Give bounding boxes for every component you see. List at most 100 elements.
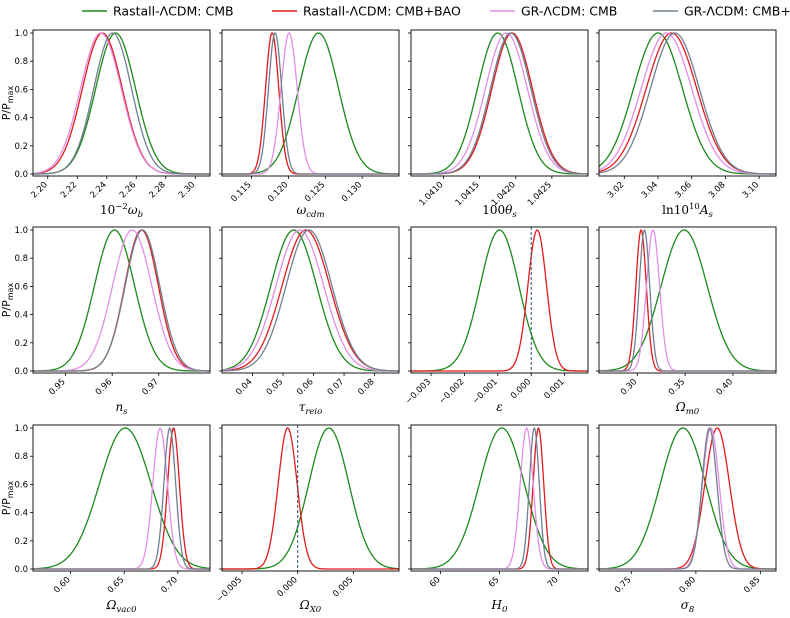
curve-rastall-cdm-cmb-bao: [599, 32, 776, 175]
y-axis-label: P/Pmax: [0, 481, 15, 516]
x-axis-label: 10−2ωb: [100, 202, 143, 220]
legend-item-gr-cdm-cmb-bao: GR-ΛCDM: CMB+BAO: [653, 4, 790, 19]
curve-rastall-cdm-cmb-bao: [599, 427, 776, 570]
panels-grid: 0.0 0.2 0.4 0.6 0.8 1.0 2.20 2.22 2.24 2.26 2.28 2.…: [14, 29, 777, 615]
x-tick-label: 0.000: [509, 377, 533, 401]
x-tick-label: 0.06: [295, 377, 315, 397]
y-tick-label: 0.8: [14, 57, 28, 67]
curve-gr-cdm-cmb-bao: [411, 426, 588, 570]
y-tick-label: 0.8: [14, 254, 28, 264]
x-tick-label: 2.20: [29, 180, 49, 200]
curve-gr-cdm-cmb-bao: [599, 229, 776, 372]
panel-cdm: 0.115 0.120 0.125 0.130 ωcdm: [219, 29, 400, 220]
y-axis-label: P/Pmax: [0, 283, 15, 318]
x-tick-label: 70: [546, 575, 561, 590]
x-axis-label: Ωm0: [675, 400, 700, 417]
curve-rastall-cdm-cmb: [33, 32, 210, 175]
panel-reio: 0.04 0.05 0.06 0.07 0.08 τreio: [219, 226, 400, 417]
curve-rastall-cdm-cmb: [222, 427, 399, 570]
curves: [222, 229, 399, 372]
panel-ln10-a-s: 3.02 3.04 3.06 3.08 3.10 ln1010As: [596, 29, 777, 220]
x-tick-label: 0.65: [106, 575, 126, 595]
curve-rastall-cdm-cmb: [411, 427, 588, 570]
panel-frame: [32, 226, 211, 374]
x-tick-label: 0.85: [742, 575, 762, 595]
panel-vac0: 0.0 0.2 0.4 0.6 0.8 1.0 0.60 0.65 0.70 Ωvac0: [14, 424, 211, 615]
panel-frame: [598, 226, 777, 374]
curves: [33, 427, 210, 570]
y-tick-label: 1.0: [14, 226, 28, 236]
x-tick-label: −0.002: [437, 377, 466, 406]
x-tick-label: 0.120: [266, 180, 290, 204]
curves: [411, 32, 588, 175]
y-tick-label: 1.0: [14, 29, 28, 39]
x-axis-label: ln1010As: [662, 202, 713, 220]
panel-10-b: 0.0 0.2 0.4 0.6 0.8 1.0 2.20 2.22 2.24 2.26 2.28 2.…: [14, 29, 211, 220]
y-tick-label: 0.2: [14, 339, 28, 349]
x-tick-label: −0.003: [404, 377, 433, 406]
panel-frame: [410, 226, 589, 374]
legend-label: GR-ΛCDM: CMB: [521, 4, 617, 19]
curve-rastall-cdm-cmb-bao: [33, 427, 210, 570]
curve-gr-cdm-cmb-bao: [222, 229, 399, 372]
curve-rastall-cdm-cmb: [222, 32, 399, 175]
panel-m0: 0.30 0.35 0.40 Ωm0: [596, 226, 777, 417]
x-tick-label: 0.40: [715, 377, 735, 397]
x-tick-label: 0.08: [356, 377, 376, 397]
y-tick-label: 0.2: [14, 537, 28, 547]
curve-gr-cdm-cmb-bao: [222, 31, 399, 175]
legend-item-gr-cdm-cmb: GR-ΛCDM: CMB: [490, 4, 617, 19]
x-tick-label: 0.000: [276, 575, 300, 599]
x-axis-label: τreio: [299, 400, 323, 417]
panel-frame: [598, 424, 777, 572]
panel-frame: [221, 226, 400, 374]
x-tick-label: 1.0415: [454, 180, 482, 208]
curve-rastall-cdm-cmb: [222, 229, 399, 372]
curves: [411, 426, 588, 570]
curve-rastall-cdm-cmb-bao: [33, 32, 210, 175]
y-tick-label: 1.0: [14, 424, 28, 434]
y-tick-label: 0.6: [14, 480, 28, 490]
y-tick-label: 0.4: [14, 509, 28, 519]
curve-rastall-cdm-cmb: [411, 229, 588, 372]
panel-frame: [221, 424, 400, 572]
x-axis-label: ΩX0: [299, 598, 322, 615]
y-tick-label: 0.8: [14, 452, 28, 462]
curves: [411, 229, 588, 372]
curve-gr-cdm-cmb-bao: [411, 32, 588, 175]
x-tick-label: 0.35: [667, 377, 687, 397]
panel-frame: [32, 29, 211, 177]
curve-rastall-cdm-cmb: [599, 32, 776, 175]
curve-rastall-cdm-cmb-bao: [222, 427, 399, 570]
curve-gr-cdm-cmb: [33, 32, 210, 175]
panel-frame: [598, 29, 777, 177]
curve-gr-cdm-cmb: [222, 229, 399, 372]
x-tick-label: 0.95: [47, 377, 67, 397]
x-tick-label: 3.10: [741, 180, 761, 200]
x-tick-label: 0.115: [229, 180, 253, 204]
x-axis-label: σ8: [681, 598, 695, 615]
x-tick-label: 0.60: [52, 575, 72, 595]
panel-8: 0.75 0.80 0.85 σ8: [596, 424, 777, 615]
x-tick-label: −0.005: [215, 575, 244, 604]
y-tick-label: 0.0: [14, 565, 28, 575]
curve-rastall-cdm-cmb: [33, 229, 210, 372]
legend-item-rastall-cdm-cmb-bao: Rastall-ΛCDM: CMB+BAO: [272, 4, 461, 19]
curve-rastall-cdm-cmb-bao: [222, 31, 399, 175]
x-tick-label: 2.30: [177, 180, 197, 200]
y-tick-label: 0.4: [14, 114, 28, 124]
y-tick-label: 0.4: [14, 311, 28, 321]
curve-gr-cdm-cmb-bao: [599, 32, 776, 175]
x-tick-label: 3.08: [707, 180, 727, 200]
legend: Rastall-ΛCDM: CMB Rastall-ΛCDM: CMB+BAO GR…: [82, 4, 790, 19]
panel-x0: −0.005 0.000 0.005 ΩX0: [215, 424, 400, 615]
curve-rastall-cdm-cmb-bao: [411, 426, 588, 570]
y-tick-label: 0.0: [14, 367, 28, 377]
legend-label: Rastall-ΛCDM: CMB+BAO: [303, 4, 461, 19]
curves: [222, 31, 399, 175]
x-tick-label: 0.125: [303, 180, 327, 204]
curves: [33, 229, 210, 372]
x-tick-label: 3.02: [606, 180, 626, 200]
curves: [222, 427, 399, 570]
